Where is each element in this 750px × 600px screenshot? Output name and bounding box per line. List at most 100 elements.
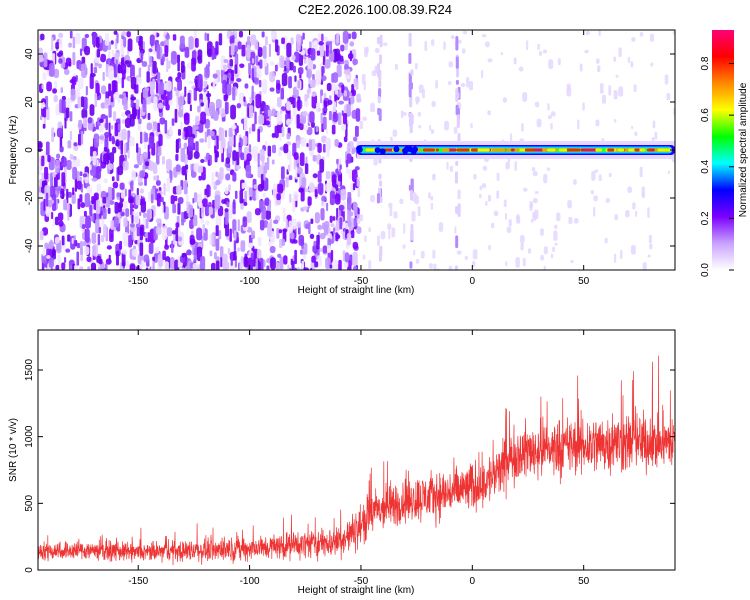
heatmap-cell — [557, 58, 561, 66]
heatmap-cell — [322, 222, 326, 230]
heatmap-cell — [634, 131, 638, 137]
heatmap-cell — [100, 235, 105, 243]
signal-hotspot — [499, 148, 506, 152]
heatmap-cell — [220, 108, 226, 118]
heatmap-cell — [317, 260, 323, 266]
heatmap-cell — [180, 121, 183, 130]
heatmap-cell — [142, 151, 148, 160]
heatmap-cell — [218, 230, 222, 240]
y-tick-label: 20 — [24, 96, 35, 108]
signal-blob — [411, 146, 418, 153]
heatmap-cell — [112, 181, 119, 189]
x-tick-label: 0 — [470, 276, 476, 287]
heatmap-cell — [618, 47, 622, 57]
heatmap-cell — [233, 250, 237, 261]
heatmap-cell — [522, 257, 526, 267]
heatmap-cell — [79, 171, 83, 177]
heatmap-cell — [138, 118, 142, 125]
heatmap-cell — [457, 203, 461, 218]
heatmap-cell — [605, 198, 611, 203]
heatmap-cell — [454, 171, 458, 184]
heatmap-cell — [129, 136, 135, 147]
heatmap-cell — [317, 170, 322, 183]
heatmap-cell — [262, 192, 267, 198]
heatmap-cell — [292, 239, 298, 244]
heatmap-cell — [212, 73, 218, 79]
heatmap-cell — [238, 92, 245, 106]
heatmap-cell — [130, 64, 135, 80]
heatmap-cell — [292, 65, 296, 73]
heatmap-cell — [224, 211, 229, 225]
heatmap-cell — [292, 106, 297, 117]
heatmap-cell — [207, 135, 211, 149]
heatmap-cell — [356, 214, 361, 225]
heatmap-cell — [618, 86, 624, 97]
heatmap-cell — [613, 56, 616, 62]
heatmap-cell — [285, 218, 288, 230]
heatmap-cell — [631, 37, 636, 42]
heatmap-cell — [42, 123, 46, 129]
heatmap-cell — [362, 116, 368, 122]
heatmap-cell — [635, 210, 638, 217]
heatmap-cell — [273, 219, 279, 225]
heatmap-cell — [78, 119, 83, 128]
heatmap-cell — [96, 255, 102, 264]
heatmap-cell — [409, 189, 413, 201]
heatmap-cell — [286, 101, 291, 111]
heatmap-cell — [51, 37, 54, 51]
heatmap-cell — [215, 171, 219, 177]
heatmap-cell — [55, 264, 60, 270]
heatmap-cell — [515, 256, 520, 268]
spectrogram-y-label: Frequency (Hz) — [8, 116, 19, 185]
heatmap-cell — [377, 235, 380, 247]
heatmap-cell — [340, 44, 345, 52]
heatmap-cell — [227, 72, 232, 79]
heatmap-cell — [301, 110, 308, 117]
heatmap-cell — [52, 251, 56, 256]
heatmap-cell — [177, 202, 181, 215]
heatmap-cell — [191, 57, 196, 72]
heatmap-cell — [155, 218, 162, 224]
heatmap-cell — [513, 57, 517, 65]
heatmap-cell — [200, 255, 206, 270]
heatmap-cell — [642, 262, 647, 270]
heatmap-cell — [161, 156, 165, 165]
colorbar-ticks: 0.0 0.2 0.4 0.6 0.8 — [700, 56, 734, 277]
heatmap-cell — [63, 257, 67, 264]
heatmap-cell — [650, 62, 654, 67]
heatmap-cell — [338, 174, 342, 182]
heatmap-cell — [183, 142, 188, 150]
heatmap-cell — [258, 114, 265, 126]
heatmap-cell — [146, 122, 153, 131]
heatmap-cell — [433, 263, 437, 270]
heatmap-cell — [326, 82, 332, 92]
heatmap-cell — [232, 86, 236, 101]
heatmap-cell — [212, 199, 216, 209]
heatmap-cell — [166, 57, 169, 73]
heatmap-cell — [155, 180, 161, 186]
heatmap-cell — [227, 83, 232, 93]
heatmap-cell — [79, 266, 84, 270]
heatmap-cell — [108, 65, 114, 81]
y-tick-label: 40 — [24, 48, 35, 60]
heatmap-cell — [319, 158, 324, 173]
heatmap-cell — [478, 193, 482, 199]
heatmap-cell — [269, 61, 275, 66]
heatmap-cell — [80, 131, 84, 145]
heatmap-cell — [113, 216, 119, 228]
heatmap-cell — [69, 30, 73, 39]
heatmap-cell — [60, 156, 67, 168]
heatmap-cell — [72, 52, 76, 66]
heatmap-cell — [376, 193, 380, 204]
heatmap-cell — [429, 263, 433, 269]
heatmap-cell — [592, 206, 596, 217]
colorbar-tick-label: 0.4 — [700, 159, 711, 173]
heatmap-cell — [296, 221, 302, 228]
heatmap-cell — [247, 257, 253, 270]
heatmap-cell — [351, 147, 358, 153]
heatmap-cell — [271, 108, 277, 117]
heatmap-cell — [309, 111, 315, 124]
heatmap-cell — [408, 52, 412, 65]
heatmap-cell — [378, 108, 382, 122]
